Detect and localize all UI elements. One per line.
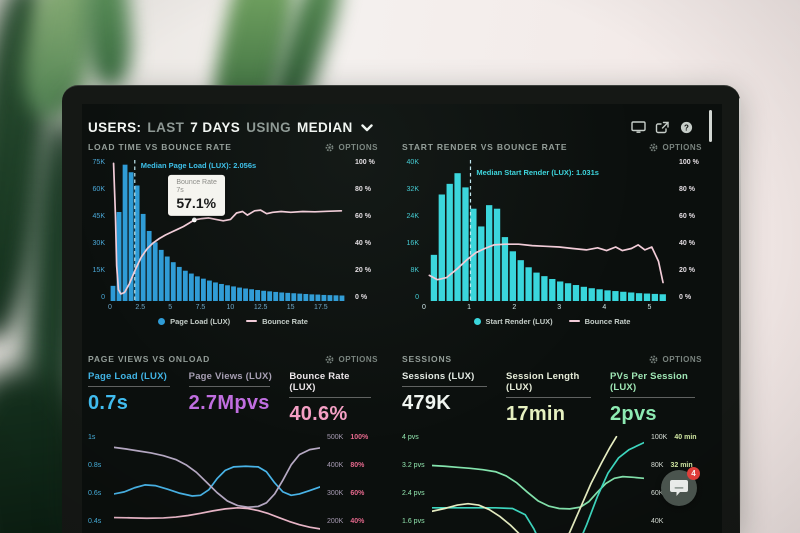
header-last: LAST [147, 119, 185, 135]
gear-icon [650, 143, 658, 151]
options-button-load-time[interactable]: OPTIONS [325, 143, 378, 152]
laptop: USERS: LAST 7 DAYS USING MEDIAN [62, 85, 741, 533]
chart-legend: Page Load (LUX) Bounce Rate [88, 313, 378, 329]
dashboard-header: USERS: LAST 7 DAYS USING MEDIAN [88, 112, 708, 142]
median-annotation: Median Page Load (LUX): 2.056s [140, 161, 257, 170]
notification-badge: 4 [687, 467, 700, 480]
page-views-chart[interactable] [114, 432, 320, 533]
y-axis-left: 4 pvs 3.2 pvs 2.4 pvs 1.6 pvs [402, 434, 425, 525]
legend-item[interactable]: Bounce Rate [568, 317, 630, 326]
scrollbar[interactable] [709, 110, 712, 142]
legend-item[interactable]: Start Render (LUX) [473, 317, 553, 326]
metric-session-length: Session Length (LUX) 17min [506, 371, 598, 426]
x-axis: 0 2.5 5 7.5 10 12.5 15 17.5 [108, 304, 328, 311]
metric-underline [88, 386, 170, 387]
header-using: USING [246, 119, 291, 135]
start-render-chart[interactable] [424, 159, 672, 301]
metric-group: Page Load (LUX) 0.7s Page Views (LUX) 2.… [88, 371, 378, 426]
metric-underline [188, 386, 271, 387]
tooltip-x-value: 7s [176, 187, 184, 195]
y-axis-right: 100 % 80 % 60 % 40 % 20 % 0 % [355, 159, 375, 301]
tooltip-value: 57.1% [176, 194, 217, 211]
metric-page-load: Page Load (LUX) 0.7s [88, 371, 177, 426]
gear-icon [326, 143, 334, 151]
users-range-dropdown[interactable]: USERS: LAST 7 DAYS USING MEDIAN [88, 120, 373, 135]
options-button-sessions[interactable]: OPTIONS [649, 355, 702, 364]
y-axis-right: 100 % 80 % 60 % 40 % 20 % 0 % [679, 159, 699, 301]
metric-bounce-rate: Bounce Rate (LUX) 40.6% [289, 371, 378, 426]
metric-group: Sessions (LUX) 479K Session Length (LUX)… [402, 371, 702, 426]
tooltip-series: Bounce Rate [176, 178, 217, 186]
panel-title: LOAD TIME VS BOUNCE RATE [88, 142, 232, 152]
gear-icon [650, 355, 658, 363]
header-users: USERS: [88, 119, 142, 135]
options-button-page-views[interactable]: OPTIONS [325, 355, 378, 364]
options-button-start-render[interactable]: OPTIONS [649, 143, 702, 152]
header-median: MEDIAN [296, 119, 353, 135]
metric-sessions: Sessions (LUX) 479K [402, 371, 494, 426]
header-icon-group: ? [631, 120, 694, 134]
sessions-chart[interactable] [432, 432, 644, 533]
chevron-down-icon [360, 124, 373, 132]
metric-underline [402, 386, 487, 387]
load-time-chart[interactable] [110, 159, 348, 301]
help-icon[interactable]: ? [679, 121, 694, 134]
panel-title: SESSIONS [402, 354, 452, 364]
monitor-icon[interactable] [631, 120, 646, 134]
metric-underline [610, 397, 695, 398]
legend-item[interactable]: Bounce Rate [246, 317, 308, 326]
chart-tooltip: Bounce Rate 7s 57.1% [168, 174, 225, 216]
header-days: 7 DAYS [190, 119, 241, 135]
panel-start-render: START RENDER VS BOUNCE RATE OPTIONS 40K 3… [402, 140, 702, 348]
metric-pvs-per-session: PVs Per Session (LUX) 2pvs [610, 371, 702, 426]
svg-text:?: ? [684, 123, 689, 132]
y-axis-right: 500K 100% 400K 80% 300K 60% 200K 40% [327, 434, 369, 525]
panel-load-time: LOAD TIME VS BOUNCE RATE OPTIONS 75K 60K 4… [88, 140, 378, 348]
chart-legend: Start Render (LUX) Bounce Rate [402, 313, 702, 329]
y-axis-left: 1s 0.8s 0.6s 0.4s [88, 434, 102, 525]
panel-sessions: SESSIONS OPTIONS Sessions (LUX) 479K [402, 352, 702, 533]
panel-title: START RENDER VS BOUNCE RATE [402, 142, 568, 152]
median-annotation: Median Start Render (LUX): 1.031s [476, 168, 599, 177]
metric-page-views: Page Views (LUX) 2.7Mpvs [188, 371, 272, 414]
panel-title: PAGE VIEWS VS ONLOAD [88, 354, 211, 364]
panel-page-views: PAGE VIEWS VS ONLOAD OPTIONS Page Load (… [88, 352, 378, 533]
y-axis-left: 40K 32K 24K 16K 8K 0 [406, 159, 419, 301]
share-icon[interactable] [655, 121, 670, 134]
chat-bubble-icon [670, 480, 688, 496]
y-axis-left: 75K 60K 45K 30K 15K 0 [92, 159, 105, 301]
legend-item[interactable]: Page Load (LUX) [158, 317, 230, 326]
metric-underline [506, 397, 591, 398]
chat-widget-button[interactable]: 4 [661, 467, 700, 506]
gear-icon [326, 355, 334, 363]
metric-underline [289, 397, 371, 398]
dashboard-screen: USERS: LAST 7 DAYS USING MEDIAN [82, 104, 722, 533]
